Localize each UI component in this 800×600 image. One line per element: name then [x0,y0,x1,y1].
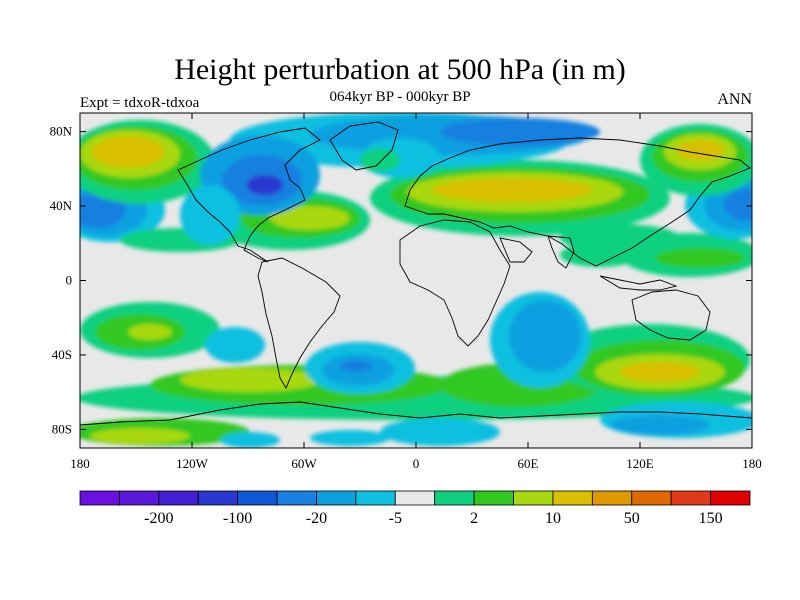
field-region [247,175,283,195]
colorbar-swatch [119,490,160,506]
x-tick-label: 0 [413,456,420,471]
colorbar-swatch [316,490,357,506]
colorbar-swatch [197,490,239,506]
season-label: ANN [717,91,752,108]
colorbar-label: -200 [144,510,173,527]
x-tick-label: 180 [70,456,90,471]
field-region [180,185,240,245]
y-tick-label: 80S [52,421,72,436]
field-region [205,327,265,363]
field-region [509,300,581,372]
colorbar-label: 2 [470,510,478,527]
colorbar-swatch [434,490,475,506]
field-region [620,362,700,382]
x-tick-label: 60W [291,456,317,471]
colorbar-label: -100 [223,510,252,527]
field-region [676,140,724,160]
colorbar-swatch [710,490,751,506]
colorbar-swatch [631,490,672,506]
coastline-eurasia [404,137,751,267]
field-region [610,415,710,435]
colorbar-label: 50 [624,510,640,527]
colorbar-label: -20 [306,510,327,527]
colorbar-swatch [513,490,554,506]
colorbar-swatch [670,490,711,506]
coastline-india [547,235,575,269]
colorbar-swatch [158,490,199,506]
y-tick-label: 0 [66,273,73,288]
colorbar-swatch [355,490,396,506]
field-region [90,428,190,444]
x-tick-label: 180 [742,456,762,471]
coastline-arabia [499,237,533,263]
map-subtitle: 064kyr BP - 000kyr BP [329,89,471,105]
x-tick-label: 60E [518,456,539,471]
contour-field [80,113,752,448]
field-region [432,178,592,202]
field-region [220,432,280,448]
field-region [380,418,500,446]
colorbar-swatch [394,490,436,506]
field-region [340,360,372,372]
coastline-antarctica [80,401,752,426]
field-region [270,206,350,230]
colorbar: -200 -100 -20 -5 2 10 50 150 [79,490,751,527]
experiment-label: Expt = tdxoR-tdxoa [80,95,200,111]
colorbar-swatch [552,490,593,506]
field-region [180,368,320,392]
colorbar-swatch [237,490,278,506]
colorbar-swatch [591,490,633,506]
colorbar-swatch [276,490,317,506]
x-tick-label: 120W [176,456,209,471]
colorbar-swatch [79,490,120,506]
colorbar-swatch [473,490,514,506]
perturbation-regions [80,113,752,448]
coastline-indonesia [599,275,678,291]
field-region [128,324,172,340]
y-tick-label: 80N [50,124,73,139]
coastlines [80,121,752,426]
map-axis-ticks: 80N 40N 0 40S 80S 180 120W 60W 0 60E 120E 180 [50,113,762,471]
field-region [92,136,164,168]
coastline-greenland [329,121,399,171]
field-region [360,148,400,172]
colorbar-label: 10 [545,510,561,527]
field-region [655,248,745,268]
field-region [560,224,680,252]
coastline-africa [399,219,511,347]
field-region [724,189,752,221]
field-region [310,430,390,446]
colorbar-label: -5 [389,510,402,527]
x-tick-label: 120E [626,456,654,471]
coastline-australia [631,289,711,341]
y-tick-label: 40N [50,198,73,213]
coastline-south-america [257,257,341,389]
coastline-north-america [177,127,321,263]
colorbar-label: 150 [699,510,723,527]
y-tick-label: 40S [52,347,72,362]
map-title: Height perturbation at 500 hPa (in m) [174,53,626,86]
